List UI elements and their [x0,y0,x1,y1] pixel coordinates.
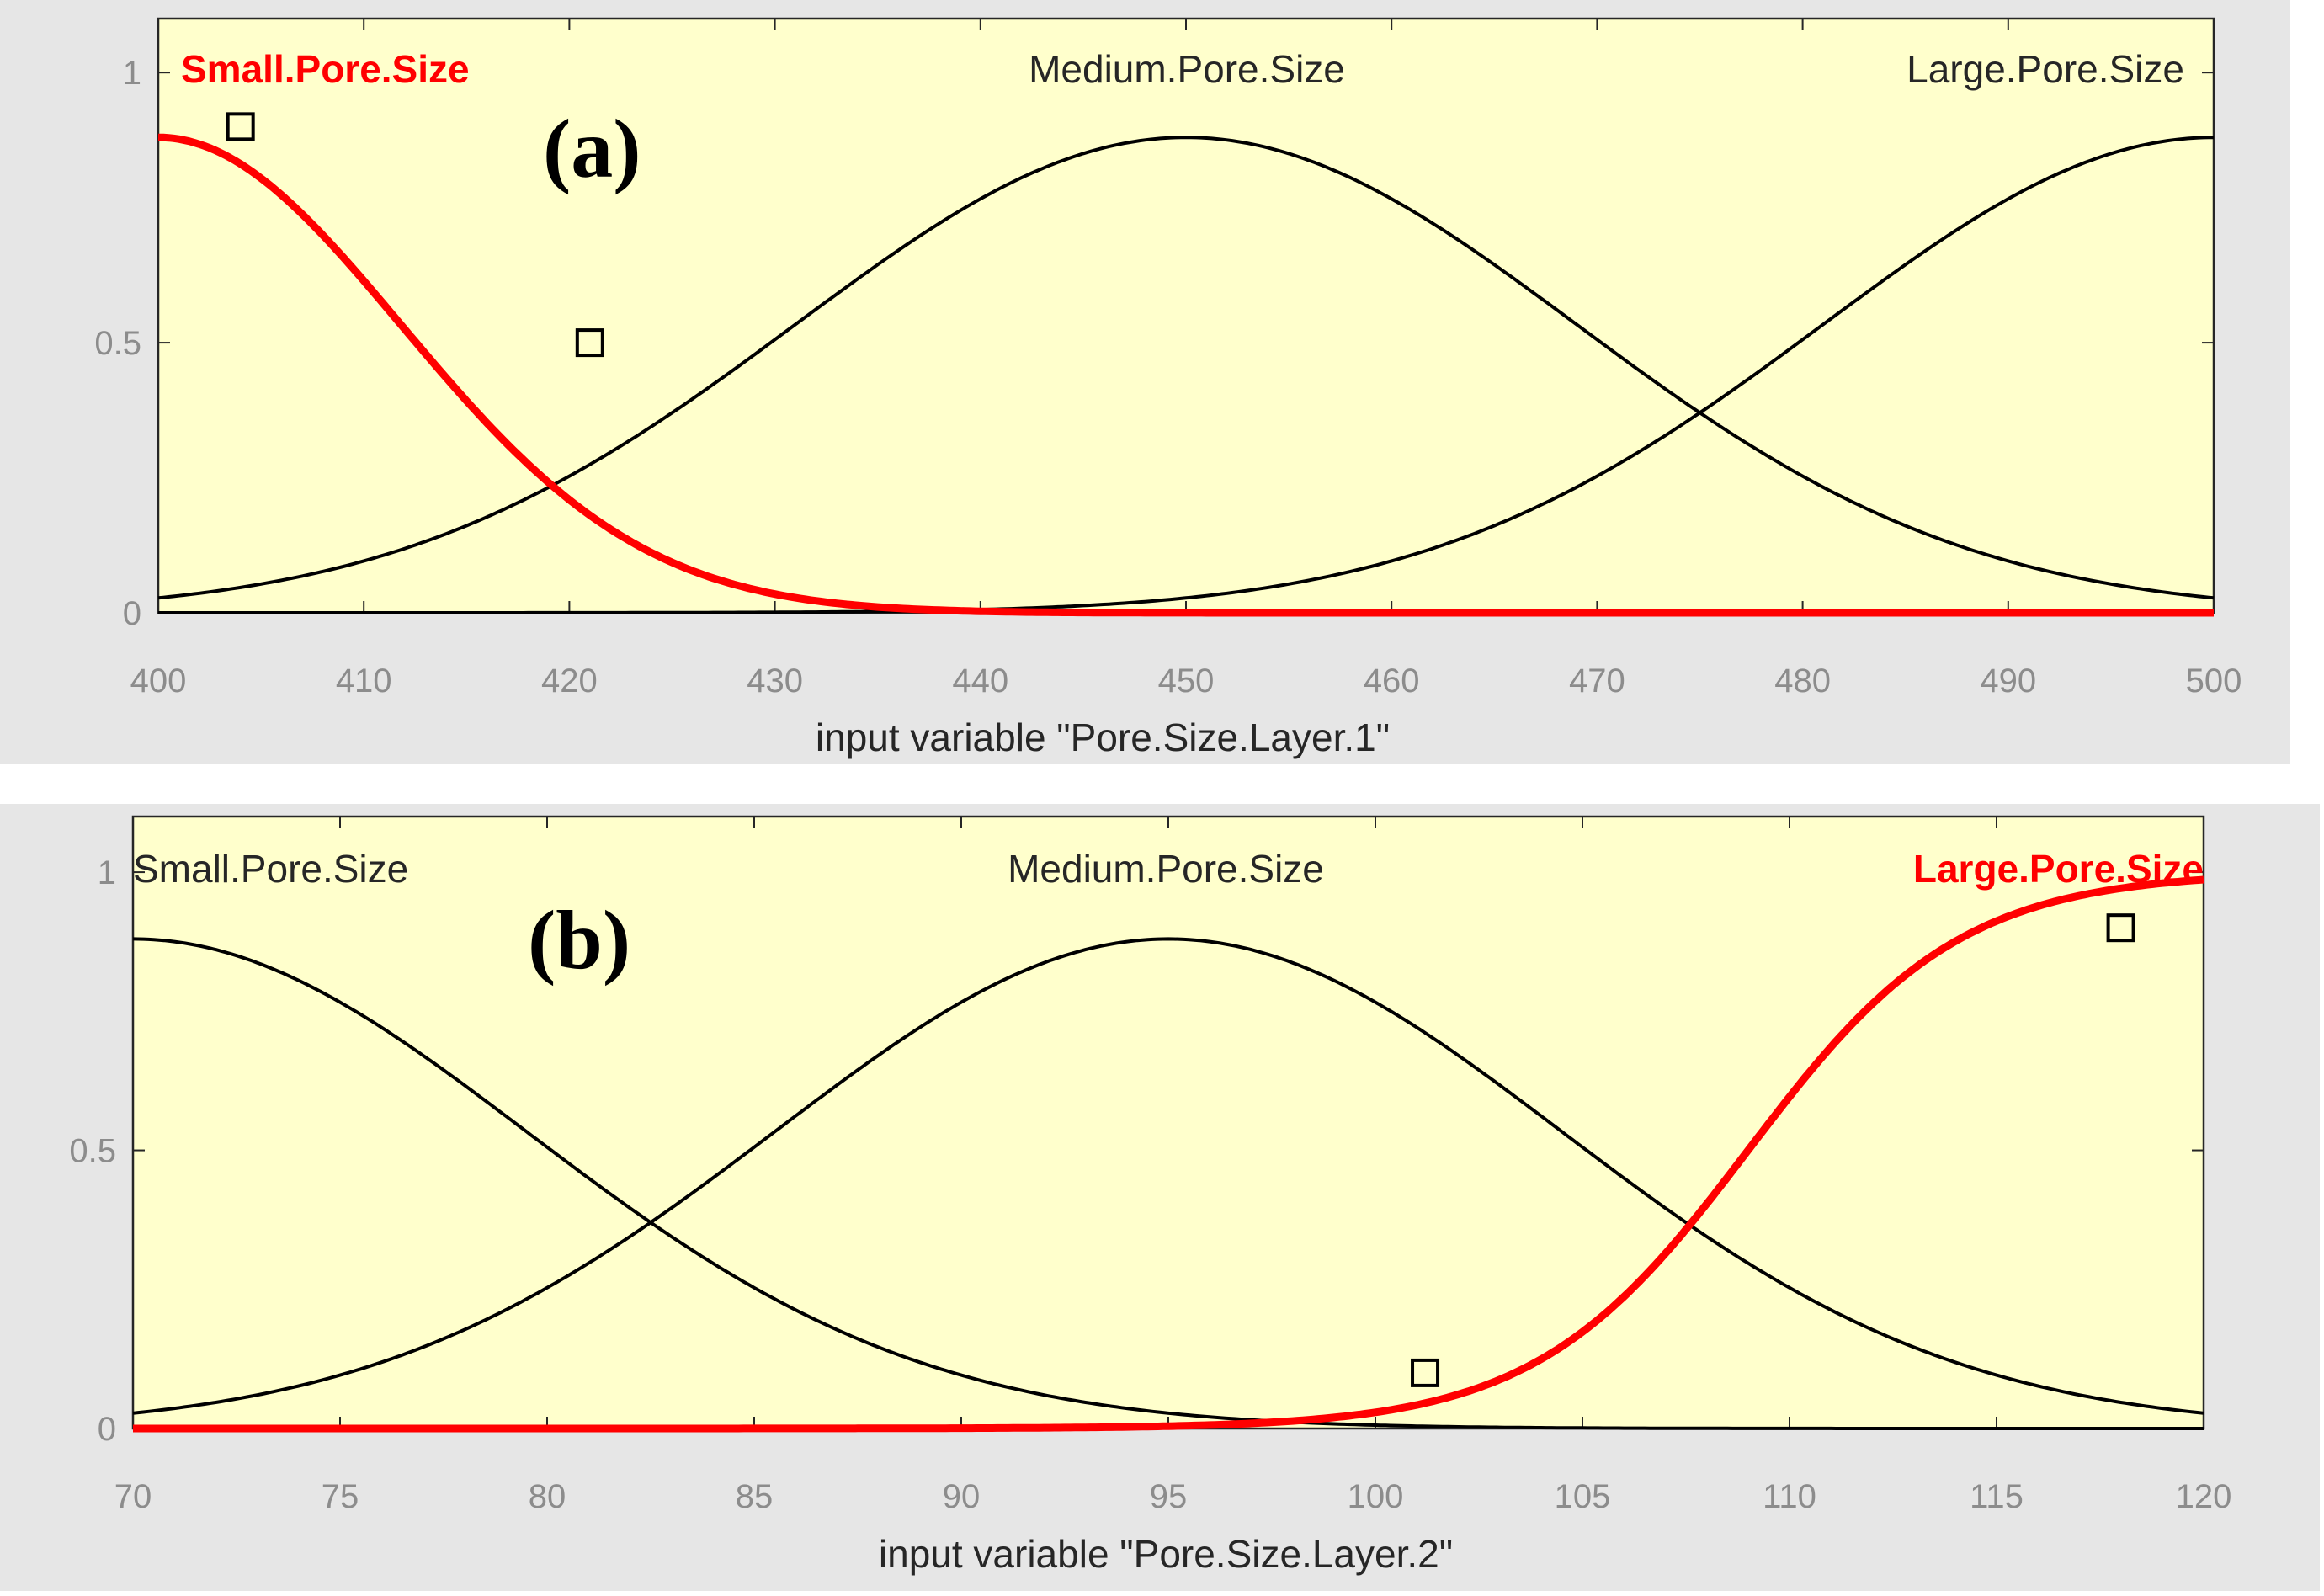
chart-panel-a: (a) input variable "Pore.Size.Layer.1" 4… [94,17,2242,759]
x-tick-label: 440 [952,662,1008,700]
panel-label: (b) [528,893,630,987]
x-tick-label: 70 [114,1478,152,1515]
mf-handle-marker[interactable] [1411,1358,1440,1387]
x-tick-label: 75 [322,1478,359,1515]
x-tick-label: 470 [1569,662,1625,700]
x-tick-label: 105 [1555,1478,1611,1515]
x-tick-label: 80 [529,1478,566,1515]
x-tick-label: 460 [1364,662,1420,700]
mf-handle-marker[interactable] [226,112,255,141]
y-tick-label: 0 [98,1411,116,1448]
chart-panel-b: (b) input variable "Pore.Size.Layer.2" 7… [69,815,2232,1576]
axes-area[interactable] [131,815,2205,1430]
x-axis-label: input variable "Pore.Size.Layer.1" [816,716,1390,759]
mf-curve-medium-pore-size[interactable] [157,136,2215,600]
x-tick-label: 110 [1763,1478,1816,1515]
x-tick-label: 430 [747,662,803,700]
y-tick-label: 0.5 [94,325,141,362]
x-tick-label: 450 [1158,662,1215,700]
mf-label-large-pore-size[interactable]: Large.Pore.Size [1907,47,2184,91]
x-tick-label: 90 [943,1478,981,1515]
x-tick-label: 85 [736,1478,774,1515]
mf-label-small-pore-size[interactable]: Small.Pore.Size [133,847,408,891]
x-tick-label: 480 [1774,662,1831,700]
x-tick-label: 100 [1348,1478,1404,1515]
mf-curve-small-pore-size[interactable] [132,937,2204,1430]
mf-curve-large-pore-size[interactable] [158,136,2214,614]
mf-curve-small-pore-size[interactable] [157,133,2214,617]
x-tick-label: 420 [541,662,598,700]
mf-label-medium-pore-size[interactable]: Medium.Pore.Size [1008,847,1324,891]
panel-label: (a) [543,102,641,195]
x-tick-label: 115 [1970,1478,2024,1515]
y-tick-label: 1 [98,854,116,891]
x-tick-label: 400 [130,662,187,700]
mf-handle-marker[interactable] [575,328,604,358]
y-tick-label: 0 [123,595,141,632]
axes-area[interactable] [157,17,2215,614]
mf-label-small-pore-size[interactable]: Small.Pore.Size [181,47,470,91]
x-tick-label: 410 [336,662,392,700]
x-axis-label: input variable "Pore.Size.Layer.2" [879,1532,1453,1576]
mf-label-medium-pore-size[interactable]: Medium.Pore.Size [1029,47,1345,91]
mf-label-large-pore-size[interactable]: Large.Pore.Size [1913,847,2204,891]
y-tick-label: 0.5 [69,1133,116,1170]
mf-curve-medium-pore-size[interactable] [132,937,2204,1415]
y-tick-label: 1 [123,55,141,92]
x-tick-label: 500 [2186,662,2242,700]
mf-curve-large-pore-size[interactable] [133,875,2204,1433]
mf-handle-marker[interactable] [2106,913,2135,943]
x-tick-label: 120 [2176,1478,2232,1515]
x-tick-label: 95 [1150,1478,1188,1515]
x-tick-label: 490 [1980,662,2036,700]
